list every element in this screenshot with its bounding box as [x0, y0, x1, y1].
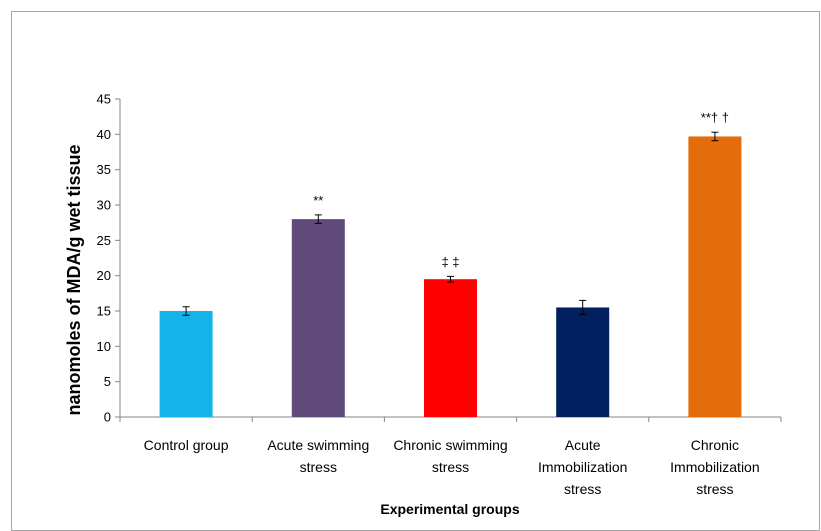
x-tick-label: Chronic swimming — [393, 437, 507, 453]
error-bar — [447, 275, 454, 283]
x-tick-label: Immobilization — [670, 459, 759, 475]
error-bar — [314, 214, 322, 224]
bars — [159, 131, 742, 417]
x-tick-label: Immobilization — [538, 459, 627, 475]
significance-label: ‡ ‡ — [441, 254, 459, 269]
bar-chart: 0 5 10 15 20 25 30 35 40 45 Control group ** Acute s… — [64, 92, 782, 518]
x-tick-label: stress — [564, 481, 601, 497]
bar — [159, 311, 213, 417]
y-tick-label: 25 — [97, 233, 111, 248]
y-tick-label: 5 — [104, 374, 111, 389]
x-tick-label: stress — [432, 459, 469, 475]
x-tick-label: stress — [300, 459, 337, 475]
error-bar — [182, 306, 190, 316]
bar — [688, 136, 742, 417]
bar — [291, 219, 345, 417]
x-axis-title: Experimental groups — [380, 501, 519, 517]
y-tick-label: 10 — [97, 339, 111, 354]
significance-label: **† † — [701, 110, 729, 125]
significance-label: ** — [313, 193, 323, 208]
y-tick-label: 15 — [97, 304, 111, 319]
y-axis-title: nanomoles of MDA/g wet tissue — [64, 144, 84, 415]
error-bar — [711, 131, 719, 142]
x-tick-label: Chronic — [691, 437, 739, 453]
y-tick-label: 20 — [97, 268, 111, 283]
y-tick-label: 45 — [97, 92, 111, 107]
y-tick-label: 40 — [97, 127, 111, 142]
x-tick-label: Control group — [144, 437, 229, 453]
x-tick-label: stress — [696, 481, 733, 497]
x-tick-label: Acute swimming — [267, 437, 369, 453]
y-tick-label: 0 — [104, 410, 111, 425]
labels: 0 5 10 15 20 25 30 35 40 45 Control group ** Acute s… — [64, 92, 760, 518]
error-bar — [579, 299, 587, 316]
bar — [556, 307, 610, 417]
x-tick-label: Acute — [565, 437, 601, 453]
y-tick-label: 30 — [97, 198, 111, 213]
bar — [424, 279, 477, 417]
y-tick-label: 35 — [97, 162, 111, 177]
